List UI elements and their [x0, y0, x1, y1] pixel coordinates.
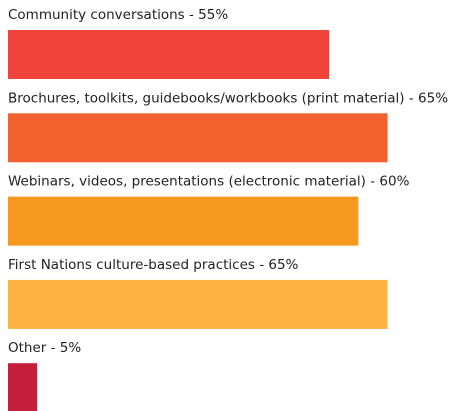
bar — [8, 279, 388, 329]
bar — [8, 363, 38, 411]
bar-label: Other - 5% — [8, 340, 81, 356]
bar — [8, 30, 330, 79]
bar-label: Brochures, toolkits, guidebooks/workbook… — [8, 90, 448, 106]
bar-label: First Nations culture-based practices - … — [8, 257, 299, 273]
bar — [8, 196, 359, 246]
bar-label: Webinars, videos, presentations (electro… — [8, 174, 410, 190]
bar — [8, 113, 388, 163]
bar-label: Community conversations - 55% — [8, 7, 228, 23]
